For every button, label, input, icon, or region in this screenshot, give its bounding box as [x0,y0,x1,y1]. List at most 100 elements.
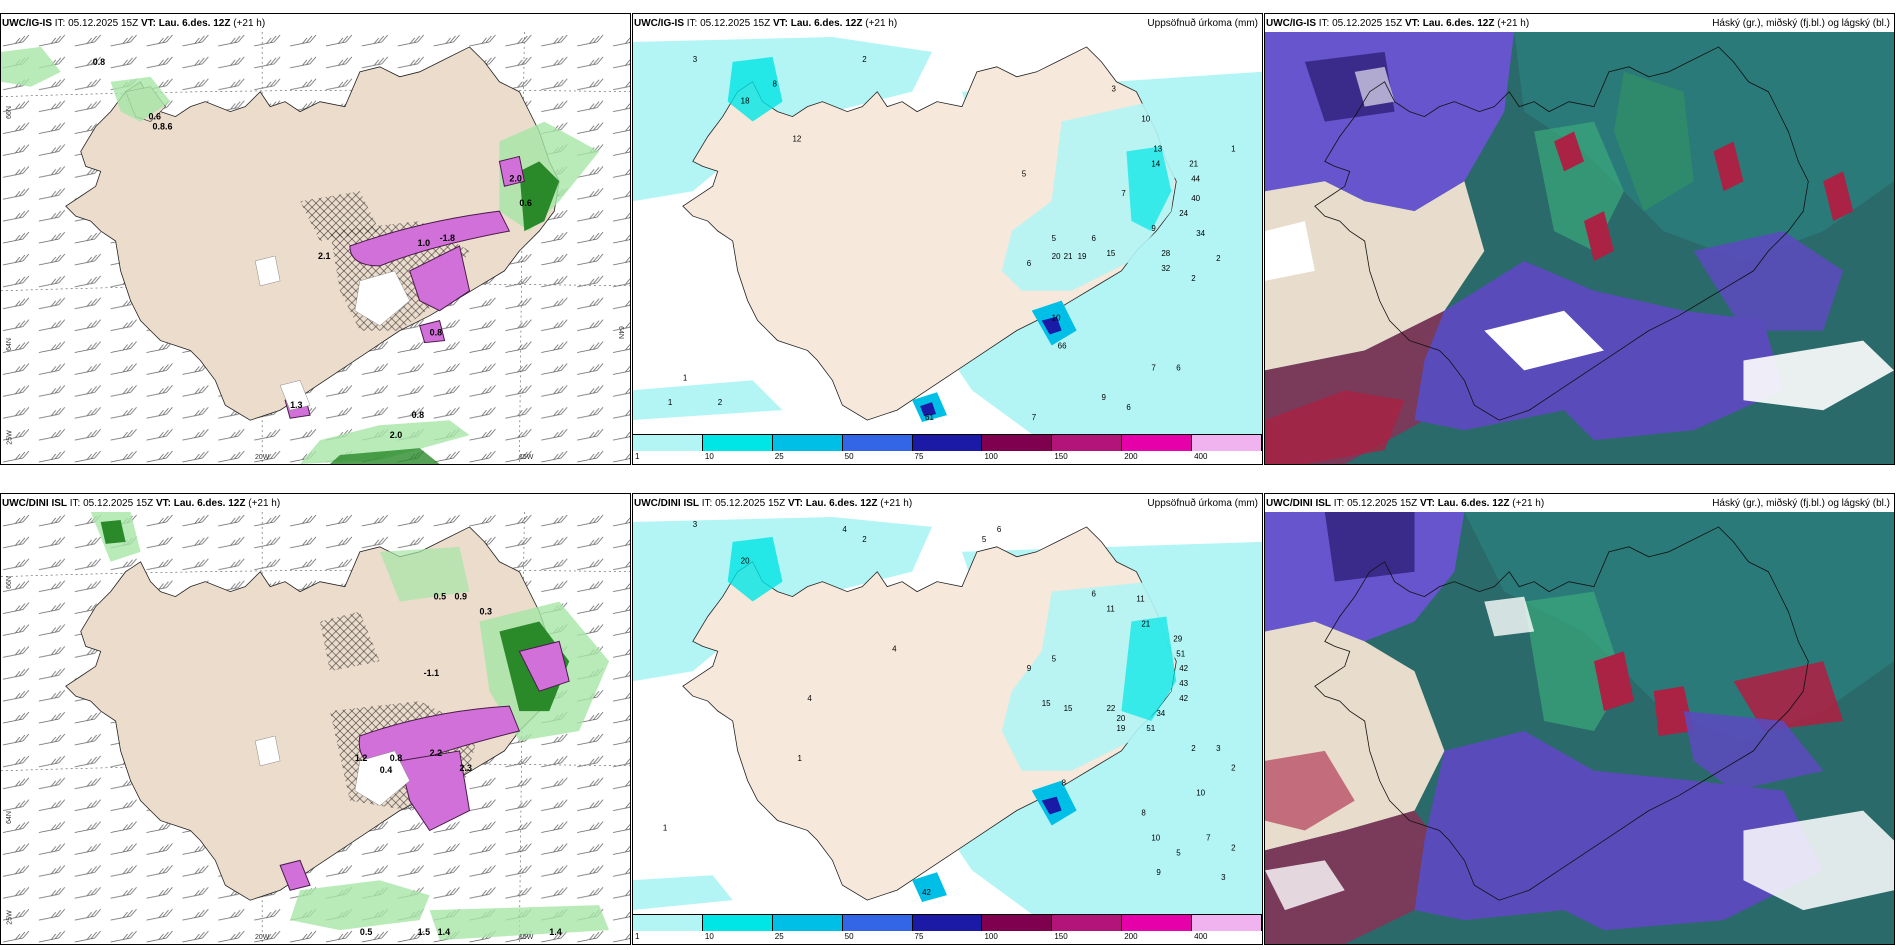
svg-text:0.8: 0.8 [412,410,424,420]
svg-text:9: 9 [1156,868,1161,877]
svg-text:0.8: 0.8 [93,57,105,67]
colorbar-tick: 25 [774,932,784,941]
colorbar-tick: 400 [1194,452,1208,461]
panel-title: UWC/IG-IS IT: 05.12.2025 15Z VT: Lau. 6.… [1266,18,1530,29]
svg-text:21: 21 [1141,619,1150,628]
colorbar-tick: 10 [704,452,714,461]
svg-text:9: 9 [1151,224,1156,233]
svg-text:1: 1 [1231,144,1236,153]
svg-text:2: 2 [862,55,867,64]
svg-text:5: 5 [1022,169,1027,178]
panel-title: UWC/IG-IS IT: 05.12.2025 15Z VT: Lau. 6.… [2,18,266,29]
svg-text:15: 15 [1106,249,1115,258]
svg-text:11: 11 [1136,595,1145,604]
svg-text:51: 51 [1146,724,1155,733]
wind-map: 0.8 0.6 0.8.6 2.1 1.0 -1.8 2.0 0.6 1.3 0… [1,32,630,464]
cloud-title: Háský (gr.), miðský (fj.bl.) og lágský (… [1712,18,1890,29]
svg-text:11: 11 [1106,605,1115,614]
colorbar-tick: 150 [1054,932,1068,941]
colorbar-tick: 150 [1054,452,1068,461]
svg-text:32: 32 [1161,264,1170,273]
svg-text:1: 1 [683,373,688,382]
svg-text:34: 34 [1196,229,1205,238]
svg-text:7: 7 [1121,189,1126,198]
colorbar-swatch [1052,435,1123,451]
axis-label-lon25: 25W [6,430,14,445]
svg-text:1.4: 1.4 [438,927,450,937]
iceland-land [65,46,560,421]
colorbar-tick: 1 [635,452,640,461]
axis-label-lat66: 66N [5,576,13,589]
svg-text:7: 7 [1032,413,1037,422]
svg-text:5: 5 [982,535,987,544]
svg-text:2.0: 2.0 [509,173,521,183]
svg-text:5: 5 [1052,654,1057,663]
iceland-outline [1314,526,1809,901]
colorbar-swatch [702,915,773,931]
panel-title: UWC/DINI ISL IT: 05.12.2025 15Z VT: Lau.… [2,498,281,509]
panel-title: UWC/DINI ISL IT: 05.12.2025 15Z VT: Lau.… [634,498,913,509]
colorbar-swatch [772,435,843,451]
svg-text:0.6: 0.6 [149,112,161,122]
precip-title: Uppsöfnuð úrkoma (mm) [1147,498,1258,509]
svg-text:4: 4 [892,644,897,653]
svg-text:2: 2 [1216,254,1221,263]
svg-text:2.0: 2.0 [390,430,402,440]
colorbar-tick: 1 [635,932,640,941]
svg-text:44: 44 [1191,174,1200,183]
svg-text:0.8: 0.8 [430,328,442,338]
svg-text:66: 66 [1058,341,1067,350]
svg-text:6: 6 [1092,590,1097,599]
svg-text:0.5: 0.5 [434,592,446,602]
svg-text:1.5: 1.5 [418,927,430,937]
svg-text:22: 22 [1106,704,1115,713]
colorbar-tick: 25 [774,452,784,461]
svg-text:4: 4 [807,694,812,703]
colorbar-tick: 50 [844,932,854,941]
colorbar-tick: 200 [1124,932,1138,941]
svg-text:6: 6 [1027,259,1032,268]
svg-text:2: 2 [1231,764,1236,773]
svg-text:1.0: 1.0 [418,238,430,248]
svg-text:3: 3 [1111,85,1116,94]
svg-text:20: 20 [1116,714,1125,723]
svg-text:61: 61 [925,413,934,422]
axis-label-lon15: 15W [519,454,534,461]
svg-text:0.4: 0.4 [380,765,392,775]
axis-label-lon15: 15W [519,934,534,941]
colorbar-tick: 10 [704,932,714,941]
precip-map: 3 4 2 5 6 6 11 11 21 29 51 42 43 42 34 5… [633,512,1262,914]
svg-text:10: 10 [1052,314,1061,323]
svg-text:14: 14 [1151,159,1160,168]
svg-text:19: 19 [1116,724,1125,733]
colorbar-swatch [982,435,1053,451]
svg-text:0.9: 0.9 [455,592,467,602]
svg-text:3: 3 [693,520,698,529]
axis-label-lat64: 64N [5,338,13,351]
svg-text:5: 5 [1176,848,1181,857]
colorbar-tick: 400 [1194,932,1208,941]
colorbar-swatch [1122,915,1193,931]
svg-text:-1.1: -1.1 [424,668,439,678]
svg-text:28: 28 [1161,249,1170,258]
panel-precip-bottom: UWC/DINI ISL IT: 05.12.2025 15Z VT: Lau.… [632,493,1263,945]
colorbar-tick: 200 [1124,452,1138,461]
panel-precip-top: UWC/IG-IS IT: 05.12.2025 15Z VT: Lau. 6.… [632,13,1263,465]
svg-text:2: 2 [1191,744,1196,753]
cloud-map [1265,32,1894,464]
iceland-land [682,46,1177,421]
axis-label-lon20: 20W [255,934,270,941]
svg-text:6: 6 [1126,403,1131,412]
axis-label-lat64: 64N [5,811,13,824]
svg-text:9: 9 [1102,393,1107,402]
svg-text:2.2: 2.2 [430,748,442,758]
colorbar-tick: 50 [844,452,854,461]
svg-text:0.6: 0.6 [519,198,531,208]
svg-text:13: 13 [1153,144,1162,153]
colorbar-swatch [982,915,1053,931]
svg-text:6: 6 [997,525,1002,534]
svg-text:9: 9 [1027,664,1032,673]
precip-colorbar: 1 10 25 50 75 100 150 200 400 [633,914,1262,944]
colorbar-swatch [633,915,703,931]
panel-wind-top: UWC/IG-IS IT: 05.12.2025 15Z VT: Lau. 6.… [0,13,631,465]
